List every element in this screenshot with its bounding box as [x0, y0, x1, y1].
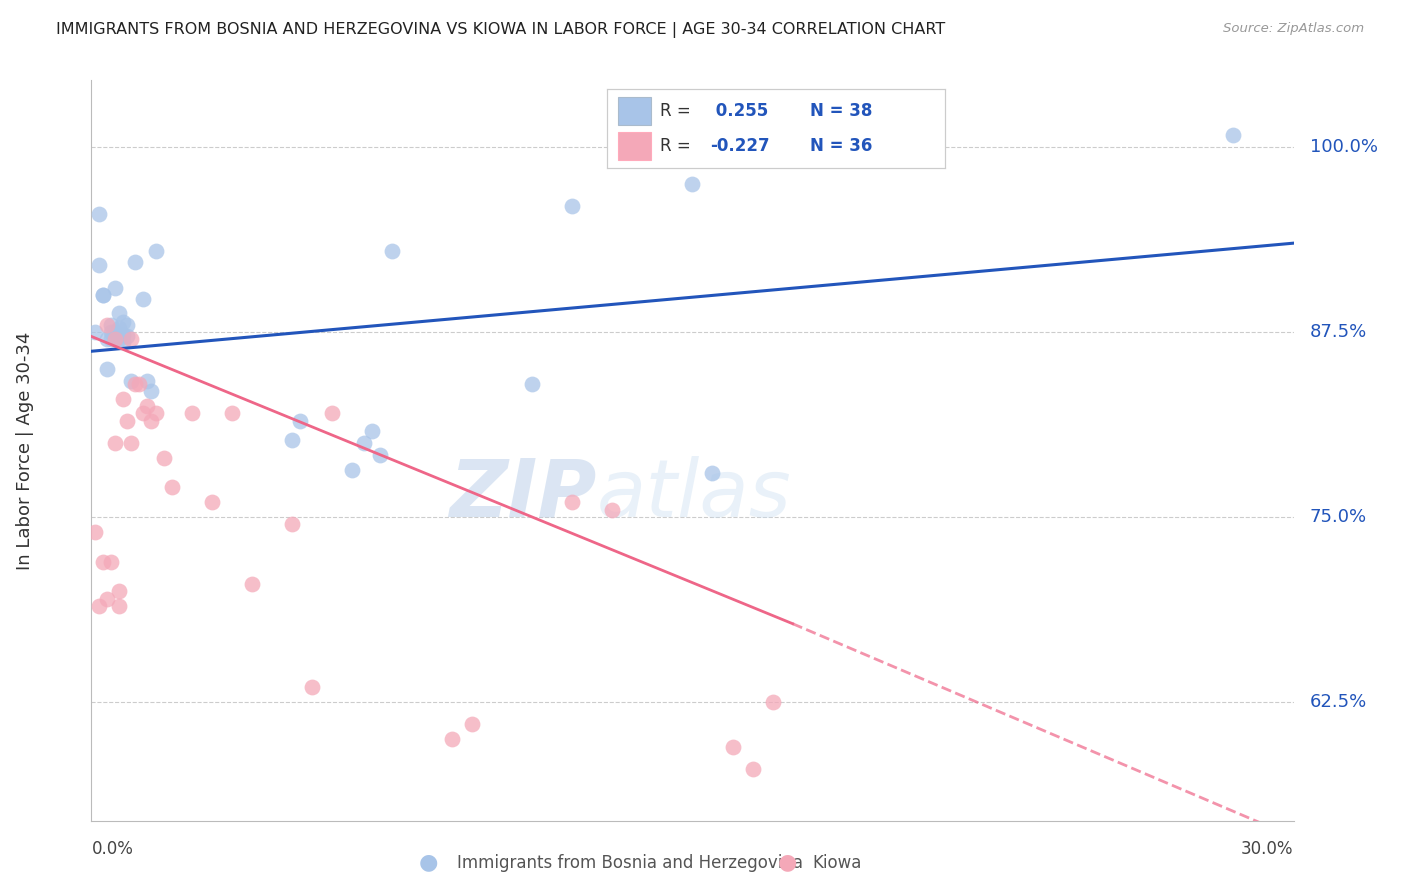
Point: [104, 280, 127, 294]
Point: [104, 333, 127, 347]
Point: [108, 599, 131, 613]
Text: Kiowa: Kiowa: [813, 855, 862, 872]
Text: 0.255: 0.255: [710, 102, 769, 120]
Point: [721, 739, 744, 754]
Point: [221, 407, 243, 421]
Point: [89, 259, 111, 273]
Point: [132, 407, 155, 421]
Point: [561, 495, 583, 509]
Point: [104, 325, 127, 339]
Point: [117, 329, 139, 343]
Point: [340, 463, 363, 477]
Text: IMMIGRANTS FROM BOSNIA AND HERZEGOVINA VS KIOWA IN LABOR FORCE | AGE 30-34 CORRE: IMMIGRANTS FROM BOSNIA AND HERZEGOVINA V…: [56, 22, 945, 38]
Point: [180, 407, 202, 421]
Point: [117, 318, 139, 332]
Point: [112, 315, 135, 329]
Point: [128, 376, 150, 391]
Point: [353, 436, 375, 450]
Point: [360, 424, 382, 438]
Point: [321, 407, 343, 421]
Text: 87.5%: 87.5%: [1309, 323, 1367, 341]
Point: [108, 333, 131, 347]
Point: [288, 414, 311, 428]
Point: [124, 376, 146, 391]
Point: [108, 584, 131, 599]
Point: [141, 414, 163, 428]
Text: ZIP: ZIP: [449, 456, 596, 534]
Point: [93, 554, 115, 569]
Point: [89, 206, 111, 220]
Point: [561, 199, 583, 213]
Text: -0.227: -0.227: [710, 137, 770, 155]
Text: N = 38: N = 38: [810, 102, 872, 120]
Text: Immigrants from Bosnia and Herzegovina: Immigrants from Bosnia and Herzegovina: [457, 855, 803, 872]
Point: [93, 288, 115, 302]
Point: [121, 374, 143, 388]
FancyBboxPatch shape: [617, 97, 651, 125]
Point: [112, 328, 135, 343]
Point: [93, 288, 115, 302]
Point: [141, 384, 163, 399]
Point: [100, 318, 122, 332]
Point: [681, 177, 703, 191]
Point: [145, 244, 167, 258]
Point: [84, 524, 107, 539]
Point: [136, 374, 159, 388]
Point: [96, 333, 118, 347]
Point: [108, 306, 131, 320]
Point: [368, 448, 391, 462]
Text: ●: ●: [419, 853, 439, 872]
Text: In Labor Force | Age 30-34: In Labor Force | Age 30-34: [17, 331, 34, 570]
Point: [96, 362, 118, 376]
Point: [522, 376, 544, 391]
Point: [132, 293, 155, 307]
Point: [96, 318, 118, 332]
Point: [145, 407, 167, 421]
Text: 0.0%: 0.0%: [91, 840, 134, 858]
Point: [702, 466, 724, 480]
Point: [152, 450, 174, 465]
Point: [381, 244, 404, 258]
Point: [741, 762, 763, 776]
Text: atlas: atlas: [596, 456, 792, 534]
Text: 30.0%: 30.0%: [1241, 840, 1294, 858]
Text: ●: ●: [778, 853, 797, 872]
Point: [124, 255, 146, 269]
Point: [100, 333, 122, 347]
Point: [301, 681, 323, 695]
Text: R =: R =: [659, 102, 696, 120]
Point: [136, 399, 159, 413]
Point: [440, 732, 463, 747]
Point: [108, 320, 131, 334]
Point: [112, 335, 135, 350]
Text: 75.0%: 75.0%: [1309, 508, 1367, 526]
Point: [100, 554, 122, 569]
Point: [762, 695, 785, 709]
Text: N = 36: N = 36: [810, 137, 872, 155]
Point: [96, 591, 118, 606]
Point: [281, 433, 304, 447]
Point: [89, 599, 111, 613]
Point: [84, 325, 107, 339]
Point: [201, 495, 224, 509]
Point: [112, 392, 135, 406]
Text: Source: ZipAtlas.com: Source: ZipAtlas.com: [1223, 22, 1364, 36]
Point: [602, 502, 624, 516]
Point: [461, 717, 484, 731]
Point: [104, 436, 127, 450]
Point: [281, 517, 304, 532]
Point: [121, 333, 143, 347]
Point: [117, 414, 139, 428]
Text: 100.0%: 100.0%: [1309, 138, 1378, 156]
Text: R =: R =: [659, 137, 696, 155]
Point: [100, 325, 122, 339]
FancyBboxPatch shape: [617, 132, 651, 160]
Point: [160, 480, 183, 494]
Point: [121, 436, 143, 450]
Point: [1222, 128, 1244, 142]
Text: 62.5%: 62.5%: [1309, 693, 1367, 711]
Point: [240, 576, 263, 591]
